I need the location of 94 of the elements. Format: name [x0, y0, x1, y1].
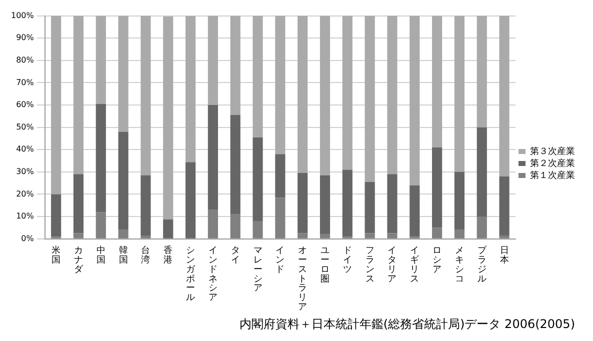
bar	[298, 173, 308, 234]
bar	[320, 175, 330, 234]
bar	[186, 16, 196, 162]
x-tick-label: マレーシア	[253, 246, 262, 294]
x-tick-label: 米国	[52, 244, 61, 266]
bar	[73, 174, 84, 234]
bar	[230, 16, 240, 116]
bar	[96, 16, 106, 104]
x-tick-label: イタリア	[388, 246, 397, 284]
legend-label: 第２次産業	[530, 158, 575, 169]
x-tick-label: 台湾	[141, 244, 150, 266]
x-tick-label: ドイツ	[342, 246, 352, 275]
bar	[342, 170, 352, 237]
x-tick-label: 中国	[96, 244, 106, 266]
bar	[364, 233, 375, 238]
x-tick-label: タイ	[230, 246, 240, 266]
bar	[275, 154, 286, 198]
x-tick-label: ロシア	[432, 246, 442, 275]
bar	[96, 104, 106, 212]
bar	[499, 236, 510, 238]
bar	[252, 221, 263, 238]
legend-label: 第１次産業	[530, 170, 575, 181]
x-tick-label: フランス	[365, 246, 374, 284]
y-tick-label: 80%	[16, 55, 34, 64]
bar	[118, 16, 128, 132]
y-tick-label: 40%	[16, 144, 34, 154]
x-tick-label: シンガポール	[186, 246, 196, 304]
bar	[140, 175, 151, 236]
bar	[275, 198, 286, 238]
y-tick-label: 10%	[16, 212, 34, 221]
y-tick-label: 100%	[10, 10, 34, 20]
y-tick-label: 70%	[16, 78, 34, 87]
text: 内閣府資料＋日本統計年鑑(総務省統計局)データ 2006(2005)	[239, 317, 575, 332]
bar	[140, 16, 151, 176]
bar	[410, 185, 420, 237]
bar	[410, 16, 420, 186]
bar	[476, 16, 487, 128]
bar	[140, 236, 151, 238]
bar	[320, 16, 330, 176]
bar	[432, 147, 442, 228]
x-tick-label: ユーロ圏	[320, 246, 330, 284]
bar	[163, 16, 174, 220]
x-tick-label: オーストラリア	[298, 246, 308, 313]
bar	[252, 137, 263, 222]
legend-label: 第３次産業	[530, 146, 575, 157]
bar	[320, 234, 330, 238]
x-tick-label: 日本	[500, 246, 509, 266]
y-tick-label: 90%	[16, 33, 34, 42]
bar	[432, 16, 442, 148]
x-tick-label: インド	[276, 246, 285, 275]
bar	[364, 16, 375, 182]
bar	[51, 16, 62, 194]
bar	[208, 16, 218, 106]
bar	[252, 16, 263, 138]
bar	[118, 230, 128, 238]
x-tick-label: カナダ	[74, 246, 84, 275]
x-tick-label: インドネシア	[208, 246, 218, 304]
bar	[298, 233, 308, 238]
bar	[364, 182, 375, 234]
bar	[454, 16, 465, 172]
x-tick-label: メキシコ	[454, 246, 464, 284]
bar	[387, 16, 398, 174]
y-tick-label: 0%	[21, 234, 34, 243]
bar	[499, 176, 510, 236]
bar	[208, 105, 218, 210]
y-tick-label: 20%	[16, 189, 34, 198]
bar	[342, 16, 352, 170]
x-tick-label: 韓国	[118, 244, 128, 266]
bar	[432, 228, 442, 238]
bar	[73, 233, 84, 238]
bar	[298, 16, 308, 174]
x-tick-label: 香港	[164, 244, 173, 266]
bar	[163, 219, 174, 238]
x-tick-label: ブラジル	[477, 244, 488, 284]
bar	[476, 127, 487, 217]
y-tick-label: 60%	[16, 100, 34, 110]
bar	[118, 132, 128, 230]
y-tick-label: 30%	[16, 167, 34, 176]
bar	[454, 172, 465, 230]
x-tick-label: イギリス	[410, 246, 420, 284]
bar	[73, 16, 84, 174]
bar	[208, 210, 218, 238]
bar	[51, 194, 62, 237]
bar	[499, 16, 510, 176]
bar	[387, 174, 398, 234]
bar	[275, 16, 286, 154]
bar	[230, 214, 240, 238]
bar	[454, 230, 465, 238]
bar	[96, 212, 106, 238]
bar	[186, 162, 196, 238]
bar	[230, 115, 240, 214]
y-tick-label: 50%	[16, 122, 34, 132]
bar	[387, 233, 398, 238]
bar	[476, 216, 487, 238]
